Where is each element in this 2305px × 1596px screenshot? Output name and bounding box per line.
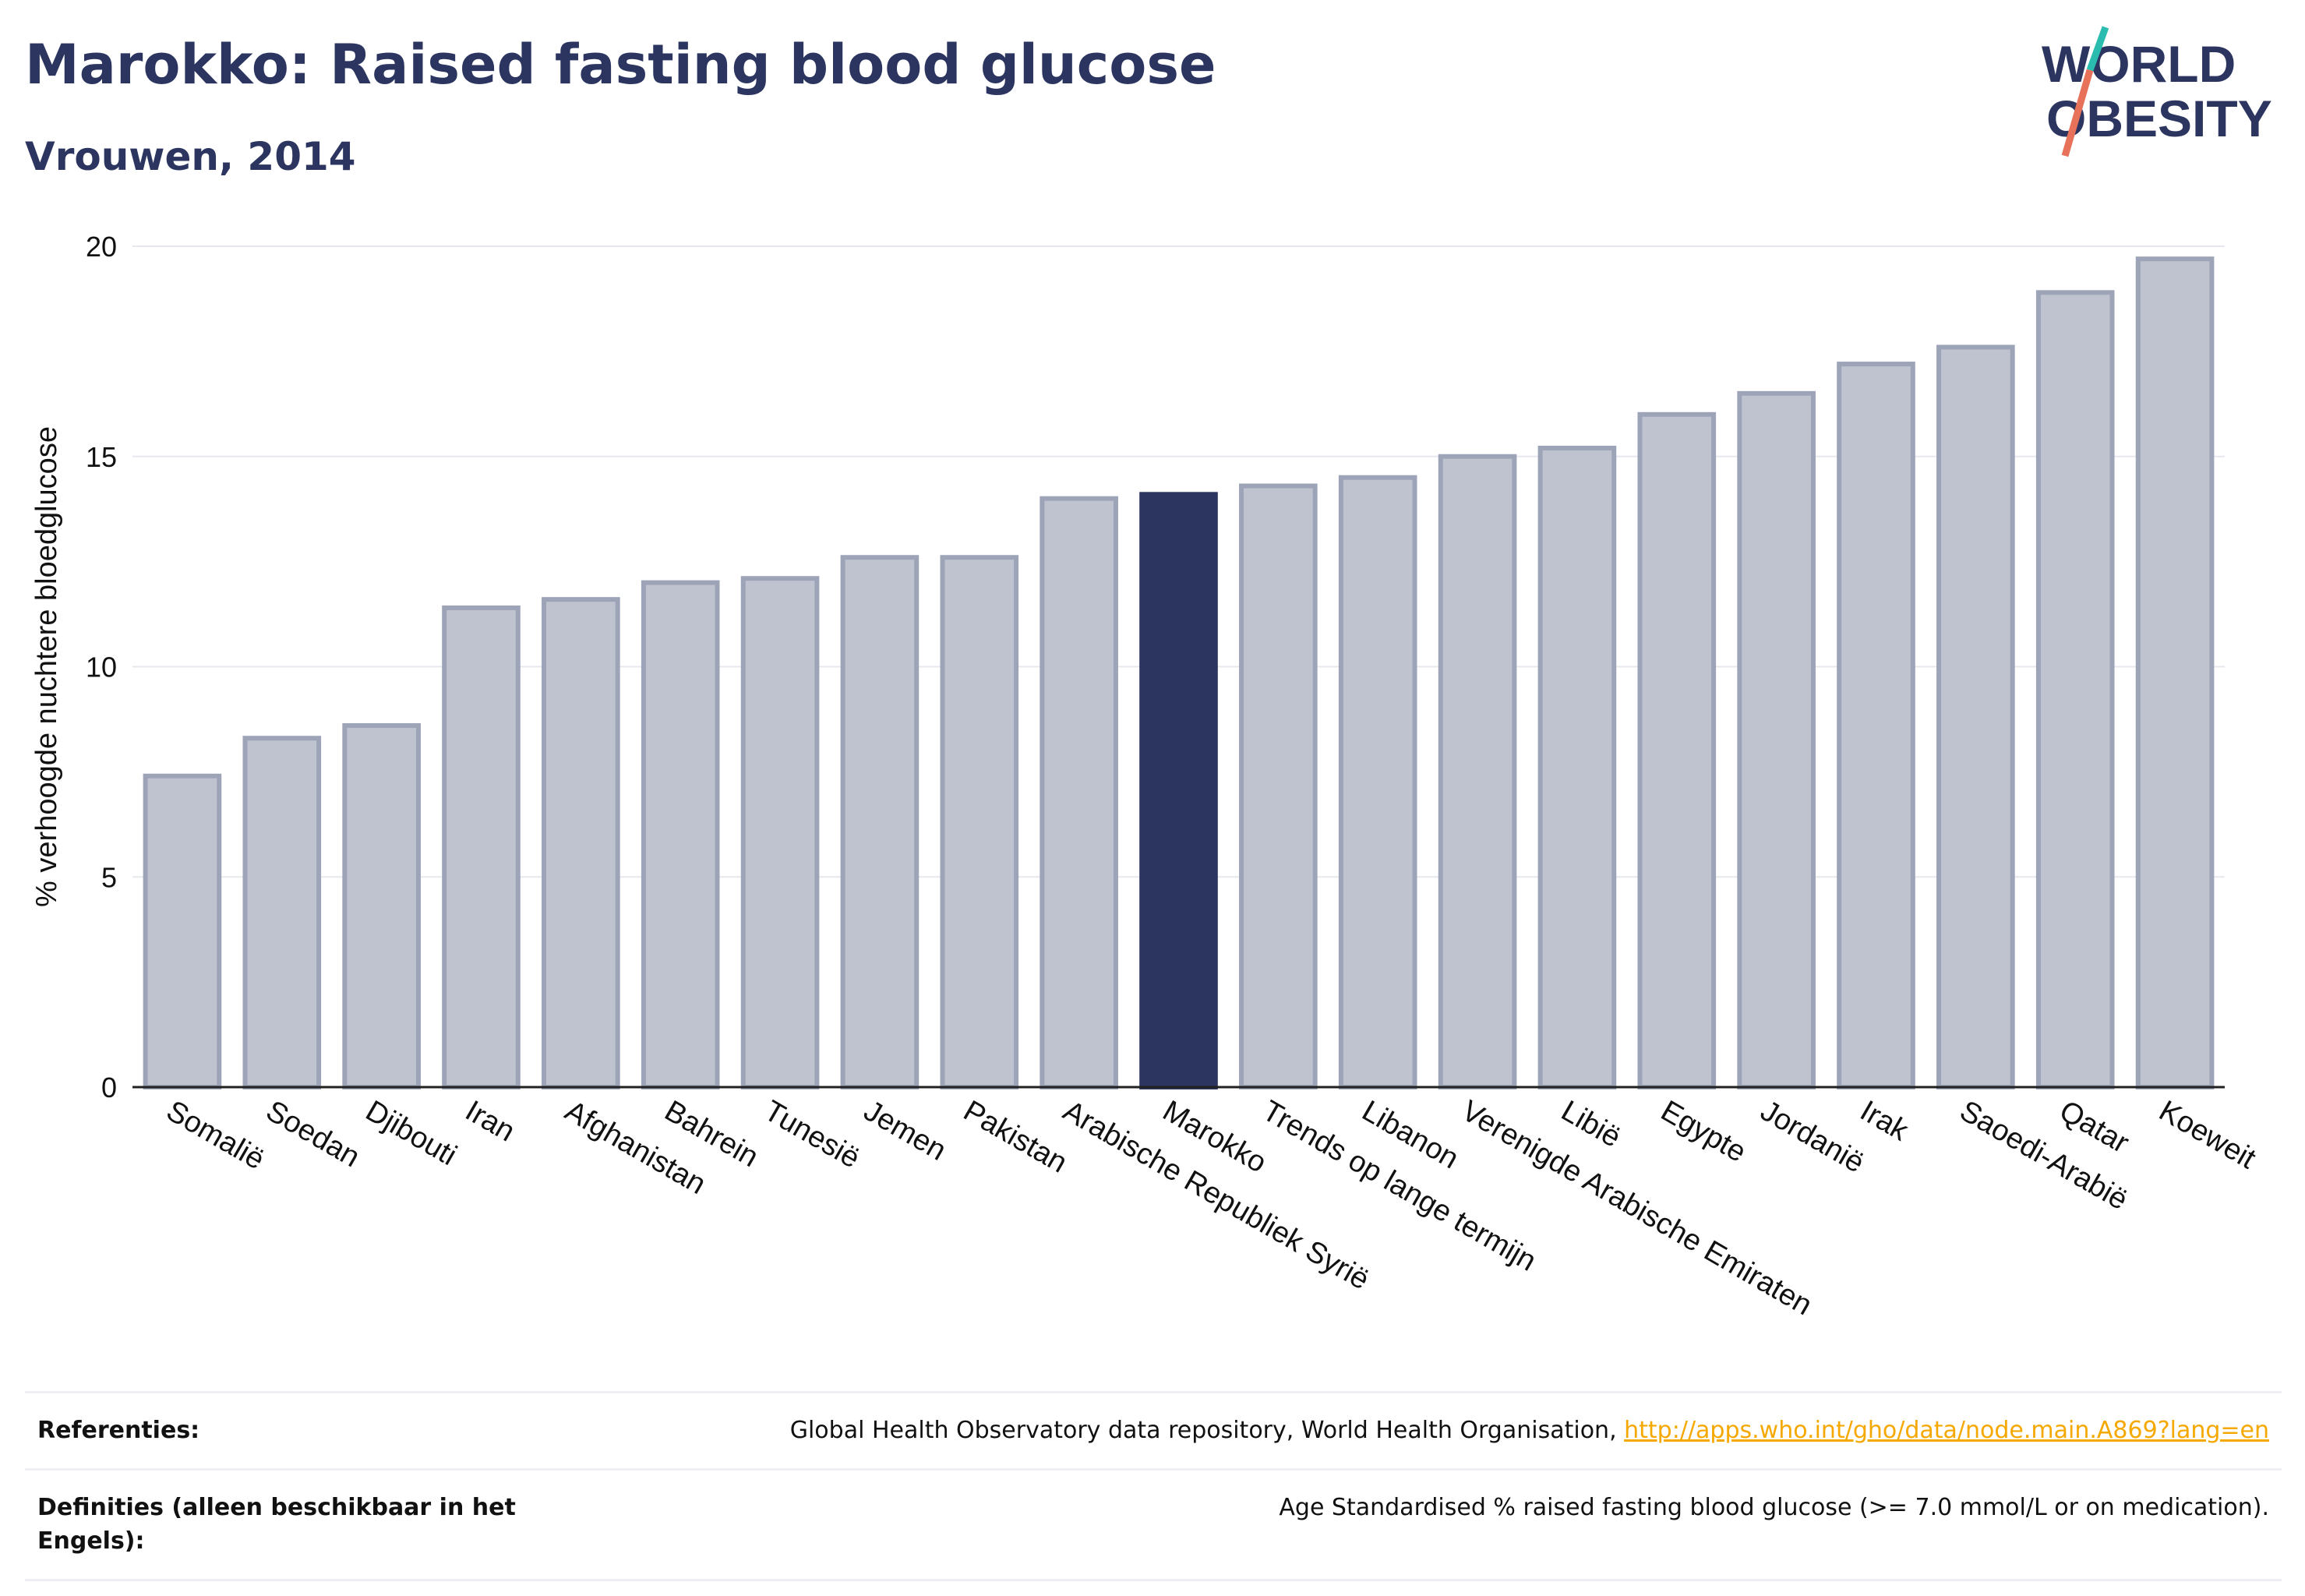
bar-marokko	[1139, 492, 1218, 1089]
bars	[143, 256, 2215, 1090]
bar-libi-	[1537, 445, 1617, 1089]
x-tick-label: Jordanië	[1755, 1094, 1869, 1179]
bar-djibouti	[342, 723, 421, 1090]
world-obesity-logo: WORLD OBESITY	[2042, 26, 2272, 157]
bar-bahrein	[641, 580, 720, 1089]
y-axis: 0 5 10 15 20	[86, 231, 117, 1103]
bar-afghanistan	[542, 597, 620, 1089]
definitions-label: Definities (alleen beschikbaar in het En…	[37, 1493, 516, 1555]
x-tick-label: Verenigde Arabische Emiraten	[1456, 1094, 1818, 1322]
x-tick-label: Koeweit	[2154, 1094, 2261, 1175]
x-tick-label: Iran	[460, 1094, 521, 1148]
y-tick-label: 20	[86, 231, 117, 263]
y-tick-label: 15	[86, 441, 117, 473]
y-tick-label: 5	[101, 861, 117, 893]
x-tick-label: Egypte	[1655, 1094, 1751, 1169]
bar-pakistan	[940, 555, 1019, 1089]
x-tick-label: Djibouti	[360, 1094, 462, 1172]
bar-jordani-	[1737, 390, 1816, 1089]
references-row: Referenties: Global Health Observatory d…	[25, 1391, 2282, 1468]
y-tick-label: 10	[86, 651, 117, 683]
references-link[interactable]: http://apps.who.int/gho/data/node.main.A…	[1624, 1417, 2269, 1444]
chart-subtitle: Vrouwen, 2014	[25, 134, 356, 179]
bar-irak	[1837, 362, 1915, 1089]
definitions-value: Age Standardised % raised fasting blood …	[1279, 1493, 2269, 1521]
bar-verenigde-arabische-emiraten	[1438, 454, 1517, 1089]
bar-arabische-republiek-syri-	[1040, 496, 1118, 1089]
bar-tunesi-	[740, 576, 820, 1089]
bar-egypte	[1637, 411, 1717, 1089]
bar-libanon	[1338, 475, 1417, 1089]
logo-slash-coral	[2061, 69, 2094, 157]
bar-iran	[442, 605, 521, 1089]
definitions-row: Definities (alleen beschikbaar in het En…	[25, 1467, 2282, 1581]
references-value: Global Health Observatory data repositor…	[790, 1414, 2269, 1448]
x-tick-label: Tunesië	[759, 1094, 866, 1174]
bar-jemen	[840, 555, 920, 1089]
logo-line1: WORLD	[2042, 35, 2236, 93]
bar-trends-op-lange-termijn	[1239, 483, 1318, 1089]
references-label: Referenties:	[37, 1417, 200, 1444]
x-tick-label: Pakistan	[958, 1094, 1072, 1179]
x-tick-label: Irak	[1855, 1094, 1915, 1148]
logo-slash-teal	[2086, 26, 2109, 72]
x-tick-label: Soedan	[260, 1094, 365, 1174]
x-tick-label: Libië	[1555, 1094, 1626, 1154]
y-tick-label: 0	[101, 1072, 117, 1103]
bar-koeweit	[2135, 256, 2215, 1089]
x-tick-label: Saoedi-Arabië	[1954, 1094, 2134, 1216]
references-text: Global Health Observatory data repositor…	[789, 1417, 1625, 1444]
x-tick-label: Jemen	[858, 1094, 951, 1167]
bar-soedan	[242, 736, 322, 1090]
y-axis-label: % verhoogde nuchtere bloedglucose	[30, 426, 63, 907]
references-table: Referenties: Global Health Observatory d…	[25, 1391, 2282, 1581]
chart-title: Marokko: Raised fasting blood glucose	[25, 33, 1216, 97]
x-tick-label: Somalië	[161, 1094, 270, 1176]
bar-qatar	[2035, 290, 2115, 1090]
bar-somali-	[143, 773, 222, 1090]
bar-saoedi-arabi-	[1936, 344, 2015, 1090]
